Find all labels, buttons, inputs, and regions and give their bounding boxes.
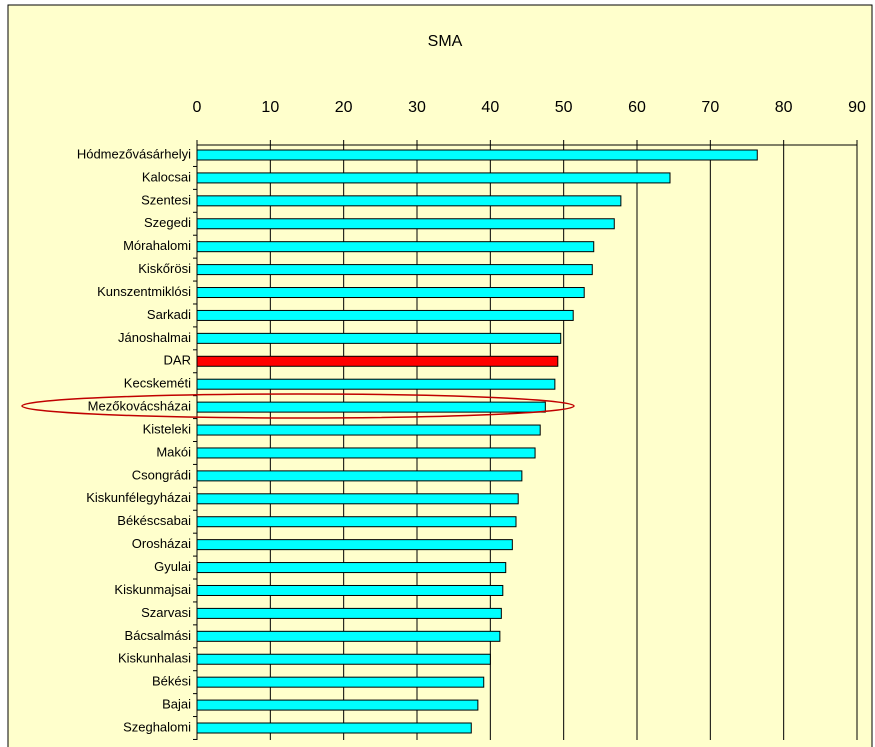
bar (196, 539, 513, 551)
y-tick-label: Jánoshalmai (118, 330, 191, 345)
chart-title: SMA (428, 33, 463, 50)
bar (196, 607, 502, 619)
x-tick-label: 30 (408, 99, 426, 116)
y-tick-label: Bácsalmási (125, 628, 192, 643)
bar (196, 241, 595, 253)
x-tick-label: 50 (555, 99, 573, 116)
y-tick-label: Kunszentmiklósi (97, 284, 191, 299)
bar (196, 287, 585, 299)
y-tick-label: Kiskunhalasi (118, 651, 191, 666)
y-tick-label: Kecskeméti (124, 376, 191, 391)
x-tick-label: 10 (261, 99, 279, 116)
bar (196, 630, 501, 642)
y-tick-label: Szentesi (141, 192, 191, 207)
bar (196, 309, 574, 321)
y-tick-label: Makói (156, 444, 191, 459)
bar (196, 195, 622, 207)
x-tick-label: 60 (628, 99, 646, 116)
y-tick-label: Kiskunmajsai (114, 582, 191, 597)
bar (196, 699, 479, 711)
bar (196, 470, 523, 482)
y-tick-label: Orosházai (132, 536, 191, 551)
bar (196, 653, 491, 665)
bar (196, 516, 517, 528)
bar (196, 401, 546, 413)
y-tick-label: Szarvasi (141, 605, 191, 620)
bar (196, 218, 615, 230)
bar (196, 149, 758, 161)
x-tick-label: 20 (335, 99, 353, 116)
plot: 0 10 20 30 40 50 60 70 80 90 Hódmezővásárhelyi Kalo… (77, 99, 866, 740)
bar (196, 676, 485, 688)
bar (196, 172, 671, 184)
x-tick-label: 0 (193, 99, 202, 116)
x-tick-label: 70 (701, 99, 719, 116)
bar (196, 264, 593, 276)
bar (196, 355, 559, 367)
y-tick-label: Szeghalomi (123, 719, 191, 734)
y-tick-label: Szegedi (144, 215, 191, 230)
bar (196, 493, 519, 505)
y-tick-label: Kiskőrösi (138, 261, 191, 276)
chart-area (7, 4, 873, 747)
highlight-ellipse (21, 393, 575, 419)
y-tick-label: Mezőkovácsházai (88, 399, 191, 414)
bar (196, 424, 541, 436)
y-tick-label: Hódmezővásárhelyi (77, 146, 191, 161)
bar (196, 447, 536, 459)
x-tick-label: 40 (481, 99, 499, 116)
bar (196, 332, 562, 344)
x-tick-label: 90 (848, 99, 866, 116)
bar (196, 378, 556, 390)
y-tick-label: Kiskunfélegyházai (86, 490, 191, 505)
y-tick-label: Békési (152, 674, 191, 689)
y-tick-label: Csongrádi (132, 467, 191, 482)
y-tick-label: Mórahalomi (123, 238, 191, 253)
y-tick-label: DAR (164, 353, 191, 368)
bar (196, 722, 472, 734)
y-tick-label: Gyulai (154, 559, 191, 574)
x-tick-label: 80 (775, 99, 793, 116)
y-tick-label: Kisteleki (143, 421, 192, 436)
bar (196, 584, 504, 596)
bar (196, 562, 507, 574)
y-tick-label: Bajai (162, 697, 191, 712)
y-tick-label: Sarkadi (147, 307, 191, 322)
y-tick-label: Békéscsabai (117, 513, 191, 528)
y-tick-label: Kalocsai (142, 169, 191, 184)
